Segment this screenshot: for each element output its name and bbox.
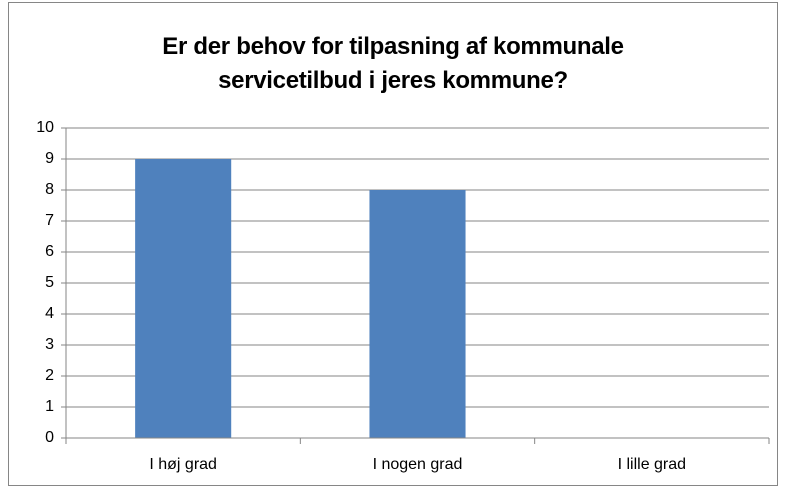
y-tick-label: 4	[45, 305, 54, 322]
chart-title: Er der behov for tilpasning af kommunale…	[162, 33, 624, 94]
bar	[369, 190, 466, 438]
y-tick-label: 2	[45, 367, 54, 384]
bar	[135, 159, 232, 438]
y-tick-label: 6	[45, 243, 54, 260]
y-tick-label: 1	[45, 398, 54, 415]
x-tick-label: I høj grad	[149, 456, 217, 473]
y-tick-label: 5	[45, 274, 54, 291]
y-tick-label: 0	[45, 429, 54, 446]
y-tick-label: 7	[45, 212, 54, 229]
x-tick-label: I nogen grad	[373, 456, 463, 473]
y-tick-label: 3	[45, 336, 54, 353]
y-tick-label: 8	[45, 181, 54, 198]
x-tick-label: I lille grad	[618, 456, 686, 473]
y-tick-label: 9	[45, 150, 54, 167]
chart-frame	[8, 2, 778, 486]
y-tick-label: 10	[36, 119, 54, 136]
